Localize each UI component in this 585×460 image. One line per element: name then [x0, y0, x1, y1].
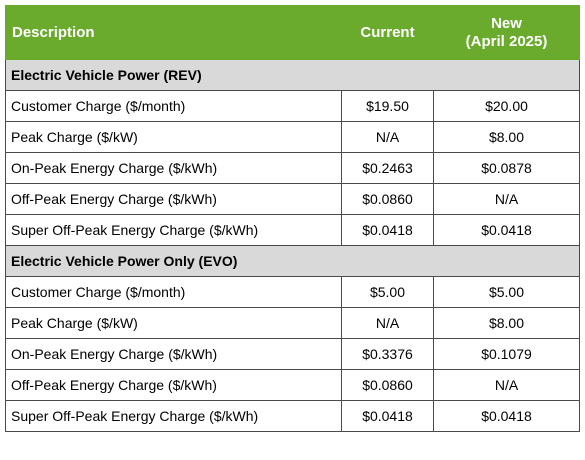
- new-value: N/A: [433, 183, 580, 215]
- table-row: Customer Charge ($/month) $5.00 $5.00: [5, 276, 580, 308]
- row-label: Super Off-Peak Energy Charge ($/kWh): [5, 400, 342, 432]
- current-value: $0.0418: [341, 214, 434, 246]
- current-value: $0.2463: [341, 152, 434, 184]
- table-row: Customer Charge ($/month) $19.50 $20.00: [5, 90, 580, 122]
- table-header-row: Description Current New (April 2025): [5, 5, 580, 60]
- current-value: $5.00: [341, 276, 434, 308]
- row-label: Super Off-Peak Energy Charge ($/kWh): [5, 214, 342, 246]
- new-value: $5.00: [433, 276, 580, 308]
- section-header-rev: Electric Vehicle Power (REV): [5, 59, 580, 91]
- row-label: Off-Peak Energy Charge ($/kWh): [5, 183, 342, 215]
- section-title: Electric Vehicle Power (REV): [5, 59, 580, 91]
- new-column-header: New (April 2025): [433, 5, 580, 60]
- row-label: Customer Charge ($/month): [5, 90, 342, 122]
- new-value: N/A: [433, 369, 580, 401]
- section-title: Electric Vehicle Power Only (EVO): [5, 245, 580, 277]
- new-value: $8.00: [433, 121, 580, 153]
- current-value: $0.0418: [341, 400, 434, 432]
- row-label: Peak Charge ($/kW): [5, 307, 342, 339]
- row-label: Off-Peak Energy Charge ($/kWh): [5, 369, 342, 401]
- new-header-line1: New: [491, 14, 522, 32]
- row-label: On-Peak Energy Charge ($/kWh): [5, 338, 342, 370]
- current-value: N/A: [341, 307, 434, 339]
- new-value: $0.0878: [433, 152, 580, 184]
- new-value: $0.1079: [433, 338, 580, 370]
- new-value: $20.00: [433, 90, 580, 122]
- description-column-header: Description: [5, 5, 342, 60]
- row-label: Customer Charge ($/month): [5, 276, 342, 308]
- current-value: $0.0860: [341, 183, 434, 215]
- table-row: Peak Charge ($/kW) N/A $8.00: [5, 307, 580, 339]
- current-value: $0.0860: [341, 369, 434, 401]
- table-row: On-Peak Energy Charge ($/kWh) $0.3376 $0…: [5, 338, 580, 370]
- rate-comparison-table: Description Current New (April 2025) Ele…: [5, 5, 580, 432]
- table-row: On-Peak Energy Charge ($/kWh) $0.2463 $0…: [5, 152, 580, 184]
- table-row: Super Off-Peak Energy Charge ($/kWh) $0.…: [5, 400, 580, 432]
- new-value: $0.0418: [433, 400, 580, 432]
- table-row: Super Off-Peak Energy Charge ($/kWh) $0.…: [5, 214, 580, 246]
- current-value: N/A: [341, 121, 434, 153]
- table-row: Peak Charge ($/kW) N/A $8.00: [5, 121, 580, 153]
- section-header-evo: Electric Vehicle Power Only (EVO): [5, 245, 580, 277]
- row-label: On-Peak Energy Charge ($/kWh): [5, 152, 342, 184]
- row-label: Peak Charge ($/kW): [5, 121, 342, 153]
- new-value: $0.0418: [433, 214, 580, 246]
- table-row: Off-Peak Energy Charge ($/kWh) $0.0860 N…: [5, 369, 580, 401]
- new-value: $8.00: [433, 307, 580, 339]
- current-value: $19.50: [341, 90, 434, 122]
- current-column-header: Current: [341, 5, 434, 60]
- current-value: $0.3376: [341, 338, 434, 370]
- new-header-line2: (April 2025): [465, 32, 548, 50]
- table-row: Off-Peak Energy Charge ($/kWh) $0.0860 N…: [5, 183, 580, 215]
